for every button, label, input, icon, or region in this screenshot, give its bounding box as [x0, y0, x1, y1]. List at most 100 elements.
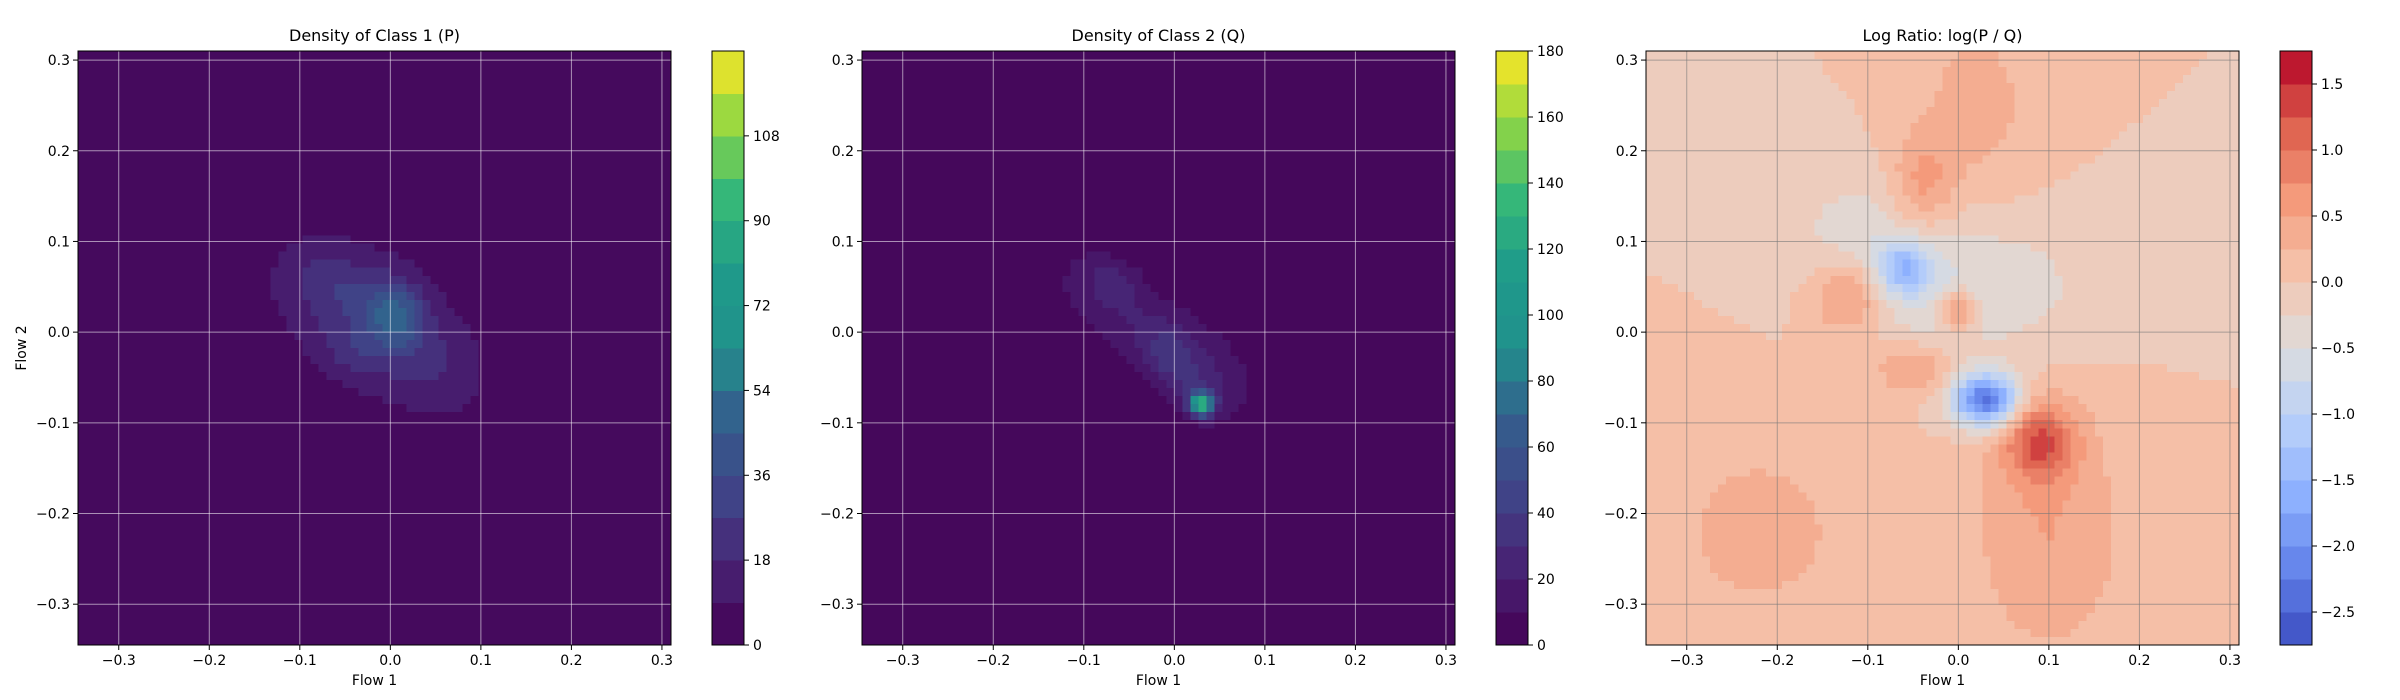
heatmap-cell — [214, 163, 223, 173]
heatmap-cell — [206, 323, 215, 333]
heatmap-cell — [174, 628, 183, 638]
heatmap-cell — [374, 428, 384, 437]
heatmap-cell — [486, 468, 496, 478]
heatmap-cell — [542, 171, 552, 181]
heatmap-cell — [598, 444, 608, 453]
heatmap-cell — [358, 428, 368, 437]
heatmap-cell — [126, 243, 135, 253]
heatmap-cell — [294, 59, 303, 68]
heatmap-cell — [102, 444, 111, 453]
heatmap-cell — [414, 251, 424, 261]
heatmap-cell — [446, 203, 456, 213]
heatmap-cell — [502, 211, 512, 221]
heatmap-cell — [382, 428, 392, 437]
heatmap-cell — [526, 356, 536, 365]
heatmap-cell — [142, 436, 151, 445]
heatmap-cell — [398, 556, 408, 566]
heatmap-cell — [486, 404, 496, 413]
heatmap-cell — [110, 203, 119, 213]
heatmap-cell — [94, 404, 103, 413]
heatmap-cell — [94, 51, 103, 60]
heatmap-cell — [222, 115, 231, 124]
heatmap-cell — [102, 107, 111, 116]
heatmap-cell — [350, 580, 360, 590]
heatmap-cell — [134, 556, 143, 566]
heatmap-cell — [222, 51, 231, 60]
heatmap-cell — [294, 572, 303, 582]
heatmap-cell — [542, 51, 552, 60]
heatmap-cell — [142, 51, 151, 60]
heatmap-cell — [582, 187, 592, 197]
heatmap-cell — [606, 428, 616, 437]
heatmap-cell — [462, 203, 472, 213]
heatmap-cell — [414, 532, 424, 542]
heatmap-cell — [102, 131, 111, 140]
heatmap-cell — [110, 139, 119, 148]
heatmap-cell — [302, 476, 311, 486]
heatmap-cell — [86, 131, 95, 140]
heatmap-cell — [230, 307, 239, 317]
heatmap-cell — [470, 572, 480, 582]
heatmap-cell — [542, 259, 552, 269]
heatmap-cell — [606, 500, 616, 510]
heatmap-cell — [286, 508, 295, 518]
heatmap-cell — [142, 348, 151, 357]
heatmap-cell — [230, 59, 239, 68]
heatmap-cell — [446, 428, 456, 437]
heatmap-cell — [470, 612, 480, 622]
heatmap-cell — [526, 380, 536, 389]
heatmap-cell — [182, 516, 191, 526]
heatmap-cell — [270, 203, 279, 213]
heatmap-cell — [222, 348, 231, 357]
heatmap-cell — [398, 412, 408, 421]
heatmap-cell — [78, 444, 87, 453]
heatmap-cell — [246, 500, 255, 510]
heatmap-cell — [142, 540, 151, 550]
heatmap-cell — [318, 420, 328, 429]
heatmap-cell — [414, 404, 424, 413]
heatmap-cell — [182, 203, 191, 213]
heatmap-cell — [110, 187, 119, 197]
heatmap-cell — [374, 275, 384, 285]
heatmap-cell — [102, 476, 111, 486]
heatmap-cell — [230, 580, 239, 590]
heatmap-cell — [598, 91, 608, 100]
heatmap-cell — [446, 219, 456, 229]
heatmap-cell — [366, 91, 376, 100]
heatmap-cell — [494, 348, 504, 357]
heatmap-cell — [342, 404, 352, 413]
heatmap-cell — [334, 219, 344, 229]
heatmap-cell — [534, 452, 544, 461]
heatmap-cell — [462, 412, 472, 421]
heatmap-cell — [558, 139, 568, 148]
heatmap-cell — [150, 372, 159, 381]
heatmap-cell — [414, 476, 424, 486]
heatmap-cell — [286, 476, 295, 486]
heatmap-cell — [542, 131, 552, 140]
heatmap-cell — [374, 267, 384, 277]
heatmap-cell — [454, 251, 464, 261]
heatmap-cell — [558, 107, 568, 116]
heatmap-cell — [326, 67, 336, 76]
heatmap-cell — [558, 548, 568, 558]
heatmap-cell — [246, 612, 255, 622]
heatmap-cell — [198, 548, 207, 558]
heatmap-cell — [390, 227, 400, 237]
heatmap-cell — [190, 331, 199, 341]
heatmap-cell — [174, 548, 183, 558]
heatmap-cell — [110, 388, 119, 397]
heatmap-cell — [422, 604, 432, 614]
heatmap-cell — [230, 227, 239, 237]
heatmap-cell — [526, 163, 536, 173]
heatmap-cell — [134, 492, 143, 502]
heatmap-cell — [102, 75, 111, 84]
heatmap-cell — [246, 187, 255, 197]
heatmap-cell — [550, 548, 560, 558]
heatmap-cell — [182, 243, 191, 253]
heatmap-cell — [278, 436, 287, 445]
heatmap-cell — [238, 620, 247, 630]
heatmap-cell — [422, 211, 432, 221]
heatmap-cell — [542, 388, 552, 397]
heatmap-cell — [510, 67, 520, 76]
heatmap-cell — [446, 123, 456, 132]
